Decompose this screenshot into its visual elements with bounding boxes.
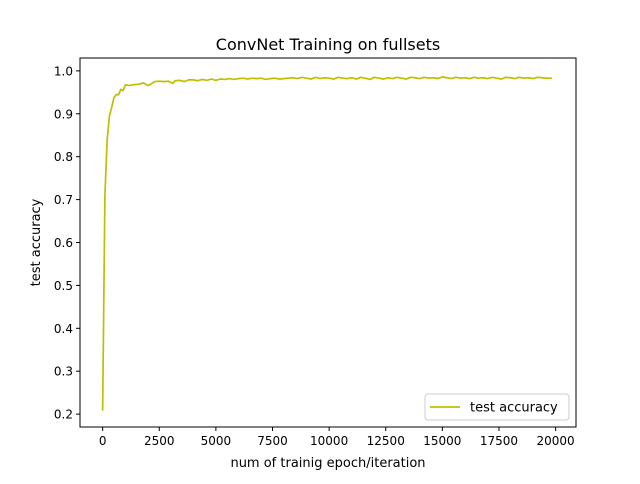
legend-label: test accuracy xyxy=(470,401,558,416)
y-tick-label: 1.0 xyxy=(54,64,73,78)
axes-frame xyxy=(79,57,577,428)
plot-area xyxy=(79,57,577,428)
x-axis-label: num of trainig epoch/iteration xyxy=(230,456,425,471)
legend-box xyxy=(424,393,570,421)
x-tick-label: 2500 xyxy=(144,434,175,448)
x-tick-label: 12500 xyxy=(367,434,405,448)
y-tick-label: 0.4 xyxy=(54,322,73,336)
y-tick-label: 0.7 xyxy=(54,193,73,207)
x-tick-label: 10000 xyxy=(310,434,348,448)
y-tick-label: 0.9 xyxy=(54,107,73,121)
y-tick-label: 0.6 xyxy=(54,236,73,250)
y-axis-label: test accuracy xyxy=(29,198,44,286)
x-tick-label: 17500 xyxy=(480,434,518,448)
x-axis-ticks: 0 2500 5000 7500 10000 12500 15000 17500 20000 xyxy=(99,427,575,448)
series-line-test-accuracy xyxy=(101,76,552,411)
x-tick-label: 5000 xyxy=(201,434,232,448)
y-tick-label: 0.2 xyxy=(54,408,73,422)
legend: test accuracy xyxy=(424,393,570,421)
x-tick-label: 0 xyxy=(99,434,107,448)
x-tick-label: 15000 xyxy=(423,434,461,448)
y-axis-ticks: 0.2 0.3 0.4 0.5 0.6 0.7 0.8 0.9 1.0 xyxy=(54,64,80,422)
series-layer xyxy=(101,76,552,411)
x-tick-label: 7500 xyxy=(257,434,288,448)
chart-title: ConvNet Training on fullsets xyxy=(216,35,440,54)
y-tick-label: 0.3 xyxy=(54,365,73,379)
y-tick-label: 0.8 xyxy=(54,150,73,164)
y-tick-label: 0.5 xyxy=(54,279,73,293)
x-tick-label: 20000 xyxy=(537,434,575,448)
